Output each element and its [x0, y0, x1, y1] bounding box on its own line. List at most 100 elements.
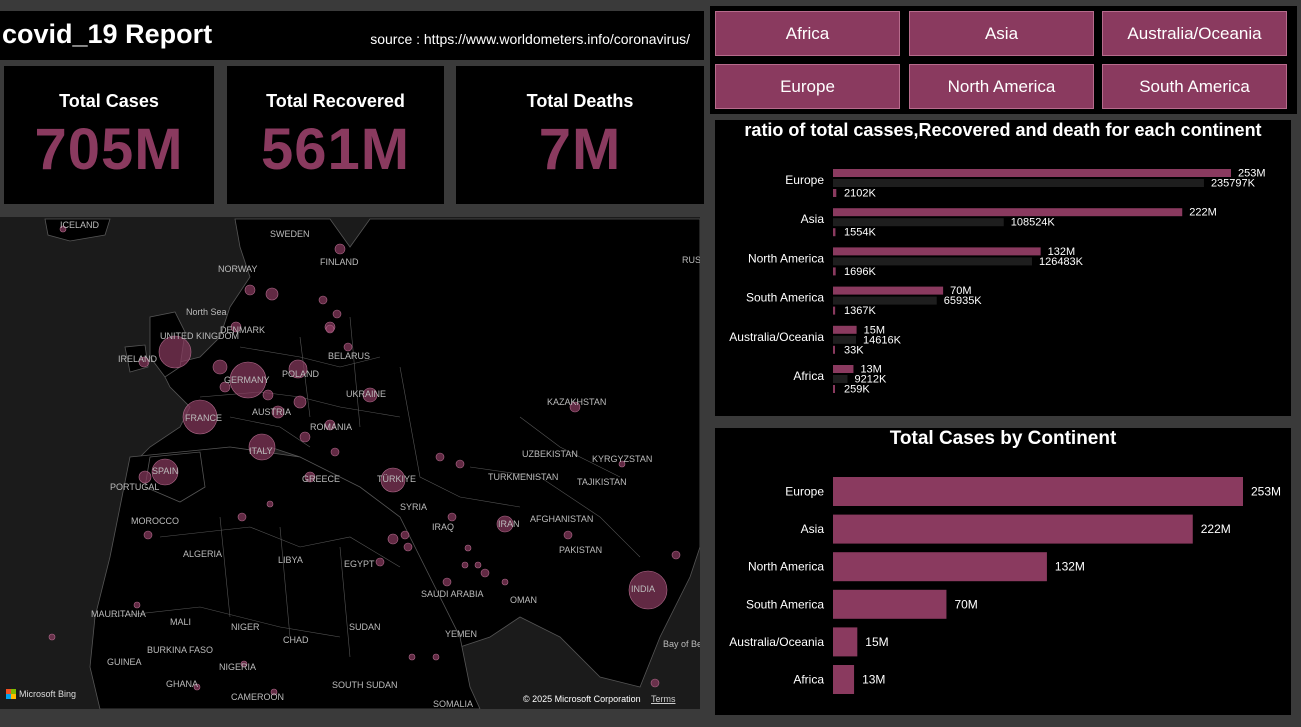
bubble-hungary[interactable] [293, 395, 307, 409]
ratio-bar[interactable] [833, 208, 1183, 217]
bubble-maldives[interactable] [650, 678, 660, 688]
bubble-bulgaria[interactable] [330, 447, 340, 457]
bubble-kazakhstan[interactable] [569, 401, 581, 413]
bubble-bahrain[interactable] [461, 561, 469, 569]
ratio-bar[interactable] [833, 169, 1231, 177]
ratio-bar[interactable] [833, 228, 836, 237]
cases-bar[interactable] [833, 627, 858, 657]
bubble-tunisia[interactable] [266, 500, 274, 508]
slicer-asia[interactable]: Asia [909, 11, 1094, 56]
ratio-bar[interactable] [833, 306, 836, 315]
bubble-kyrgyzstan[interactable] [618, 460, 626, 468]
ratio-bar[interactable] [833, 335, 856, 344]
bubble-austria[interactable] [271, 405, 285, 419]
total-cases-chart[interactable]: Total Cases by Continent Europe 253M Asia 2… [715, 428, 1291, 715]
bubble-azerbaijan[interactable] [455, 459, 465, 469]
bubble-france[interactable] [182, 399, 218, 435]
cases-bar[interactable] [833, 552, 1047, 582]
bubble-ghana[interactable] [193, 683, 201, 691]
bubble-italy[interactable] [248, 433, 276, 461]
bubble-romania[interactable] [324, 419, 336, 431]
ratio-bar[interactable] [833, 247, 1041, 256]
bubble-saudi[interactable] [442, 577, 452, 587]
slicer-north-america[interactable]: North America [909, 64, 1094, 109]
category-label: Europe [785, 173, 824, 187]
bubble-ukraine[interactable] [362, 387, 378, 403]
bubble-portugal[interactable] [138, 470, 152, 484]
slicer-europe[interactable]: Europe [715, 64, 900, 109]
cases-bar[interactable] [833, 477, 1243, 506]
bubble-lebanon[interactable] [400, 530, 410, 540]
data-label: 15M [865, 635, 888, 649]
bubble-cameroon[interactable] [270, 688, 278, 696]
bubble-ethiopia[interactable] [432, 653, 440, 661]
bubble-iran[interactable] [496, 515, 514, 533]
ratio-bar[interactable] [833, 179, 1204, 187]
bubble-india[interactable] [628, 570, 668, 610]
bubble-uae[interactable] [480, 568, 490, 578]
bubble-uk[interactable] [158, 335, 192, 369]
cases-bar[interactable] [833, 514, 1193, 544]
bubble-turkey[interactable] [380, 467, 406, 493]
ratio-bar[interactable] [833, 385, 835, 393]
ratio-bar[interactable] [833, 375, 848, 383]
slicer-australia-oceania[interactable]: Australia/Oceania [1102, 11, 1287, 56]
bubble-latvia[interactable] [332, 309, 342, 319]
bubble-kuwait[interactable] [464, 544, 472, 552]
bubble-serbia[interactable] [299, 431, 311, 443]
bubble-oman[interactable] [501, 578, 509, 586]
bubble-iceland[interactable] [59, 225, 67, 233]
ratio-bar[interactable] [833, 365, 854, 373]
bubble-iraq[interactable] [447, 512, 457, 522]
covid-map[interactable]: ICELAND SWEDEN NORWAY FINLAND RUS North … [0, 217, 700, 709]
bubble-egypt[interactable] [375, 557, 385, 567]
bubble-germany[interactable] [229, 361, 267, 399]
bubble-czechia[interactable] [262, 389, 274, 401]
bubble-denmark[interactable] [230, 321, 242, 333]
map-terms-link[interactable]: Terms [651, 694, 676, 704]
bubble-somalia[interactable] [408, 653, 416, 661]
map-label: LIBYA [278, 555, 303, 565]
cases-bar[interactable] [833, 665, 855, 694]
ratio-chart[interactable]: ratio of total casses,Recovered and deat… [715, 120, 1291, 416]
slicer-south-america[interactable]: South America [1102, 64, 1287, 109]
ratio-bar[interactable] [833, 325, 857, 334]
bubble-greece[interactable] [304, 471, 316, 483]
bubble-senegal[interactable] [48, 633, 56, 641]
bubble-norway[interactable] [244, 284, 256, 296]
bubble-nepal[interactable] [671, 550, 681, 560]
bubble-ireland[interactable] [138, 356, 150, 368]
bubble-belarus[interactable] [343, 342, 353, 352]
bubble-poland[interactable] [288, 359, 308, 379]
bubble-jordan[interactable] [403, 542, 413, 552]
bubble-belgium[interactable] [219, 381, 231, 393]
bubble-finland[interactable] [334, 243, 346, 255]
bubble-spain[interactable] [151, 458, 179, 486]
total-cases-chart-title: Total Cases by Continent [889, 428, 1117, 449]
slicer-africa[interactable]: Africa [715, 11, 900, 56]
ratio-bar[interactable] [833, 257, 1032, 266]
ratio-bar[interactable] [833, 218, 1004, 227]
bubble-georgia[interactable] [435, 452, 445, 462]
bubble-algeria[interactable] [237, 512, 247, 522]
bubble-netherlands[interactable] [212, 359, 228, 375]
bubble-qatar[interactable] [474, 561, 482, 569]
map-label: POLAND [282, 369, 320, 379]
bubble-lithuania[interactable] [325, 324, 335, 334]
map-canvas[interactable]: ICELAND SWEDEN NORWAY FINLAND RUS North … [0, 217, 700, 709]
bubble-sweden[interactable] [265, 287, 279, 301]
bubble-nigeria[interactable] [240, 660, 248, 668]
bubble-pakistan[interactable] [563, 530, 573, 540]
ratio-bar[interactable] [833, 286, 944, 295]
data-label: 253M [1238, 168, 1266, 180]
ratio-bar[interactable] [833, 267, 836, 276]
ratio-bar[interactable] [833, 345, 835, 354]
ratio-bar[interactable] [833, 296, 937, 305]
cases-bar[interactable] [833, 589, 947, 619]
bubble-israel[interactable] [387, 533, 399, 545]
bubble-morocco[interactable] [143, 530, 153, 540]
bubble-estonia[interactable] [318, 295, 328, 305]
bubble-mauritania[interactable] [133, 601, 141, 609]
data-label: 253M [1251, 485, 1281, 499]
ratio-bar[interactable] [833, 189, 837, 197]
